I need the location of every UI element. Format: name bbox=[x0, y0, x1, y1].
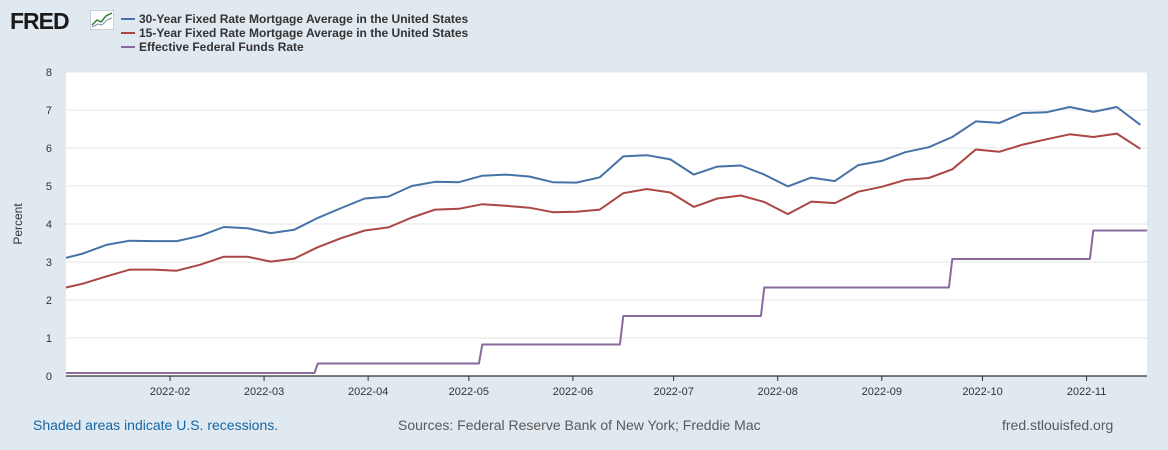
site-link[interactable]: fred.stlouisfed.org bbox=[1002, 417, 1114, 433]
x-tick-label: 2022-09 bbox=[862, 386, 902, 398]
y-tick-label: 5 bbox=[46, 181, 52, 193]
y-axis-ticks: 0 1 2 3 4 5 6 7 8 bbox=[46, 67, 52, 383]
y-tick-label: 7 bbox=[46, 105, 52, 117]
legend-label-15yr: 15-Year Fixed Rate Mortgage Average in t… bbox=[139, 26, 469, 40]
legend-item-15yr[interactable]: 15-Year Fixed Rate Mortgage Average in t… bbox=[121, 26, 468, 40]
y-tick-label: 2 bbox=[46, 295, 52, 307]
series-line-fedfunds[interactable] bbox=[66, 229, 1147, 374]
x-tick-label: 2022-08 bbox=[758, 386, 798, 398]
x-tick-label: 2022-04 bbox=[348, 386, 388, 398]
y-tick-label: 3 bbox=[46, 257, 52, 269]
y-tick-label: 8 bbox=[46, 67, 52, 79]
legend-swatch-15yr bbox=[121, 31, 135, 34]
fred-logo[interactable]: FRED bbox=[10, 8, 116, 34]
y-tick-label: 1 bbox=[46, 333, 52, 345]
x-axis-ticks: 2022-02 2022-03 2022-04 2022-05 2022-06 2022-… bbox=[150, 376, 1106, 398]
x-tick-label: 2022-07 bbox=[653, 386, 693, 398]
recession-note: Shaded areas indicate U.S. recessions. bbox=[33, 417, 279, 433]
legend-label-30yr: 30-Year Fixed Rate Mortgage Average in t… bbox=[139, 12, 469, 26]
x-tick-label: 2022-03 bbox=[244, 386, 284, 398]
x-tick-label: 2022-10 bbox=[962, 386, 1002, 398]
gridlines bbox=[66, 71, 1147, 377]
x-tick-label: 2022-02 bbox=[150, 386, 190, 398]
chart-trend-icon bbox=[90, 10, 114, 30]
legend-label-fedfunds: Effective Federal Funds Rate bbox=[139, 40, 304, 54]
sources-note: Sources: Federal Reserve Bank of New Yor… bbox=[398, 417, 761, 433]
legend-item-30yr[interactable]: 30-Year Fixed Rate Mortgage Average in t… bbox=[121, 12, 468, 26]
series-line-15yr[interactable] bbox=[65, 132, 1141, 289]
y-tick-label: 4 bbox=[46, 219, 52, 231]
legend-swatch-30yr bbox=[121, 17, 135, 20]
x-tick-label: 2022-06 bbox=[553, 386, 593, 398]
y-tick-label: 0 bbox=[46, 371, 52, 383]
legend-swatch-fedfunds bbox=[121, 45, 135, 48]
series-line-30yr[interactable] bbox=[65, 106, 1141, 259]
y-tick-label: 6 bbox=[46, 143, 52, 155]
chart-legend: 30-Year Fixed Rate Mortgage Average in t… bbox=[121, 12, 468, 54]
series-lines bbox=[65, 106, 1147, 374]
legend-item-fedfunds[interactable]: Effective Federal Funds Rate bbox=[121, 40, 468, 54]
y-axis-label: Percent bbox=[11, 203, 25, 245]
fred-logo-text: FRED bbox=[10, 8, 70, 34]
x-tick-label: 2022-11 bbox=[1067, 386, 1107, 398]
x-tick-label: 2022-05 bbox=[449, 386, 489, 398]
